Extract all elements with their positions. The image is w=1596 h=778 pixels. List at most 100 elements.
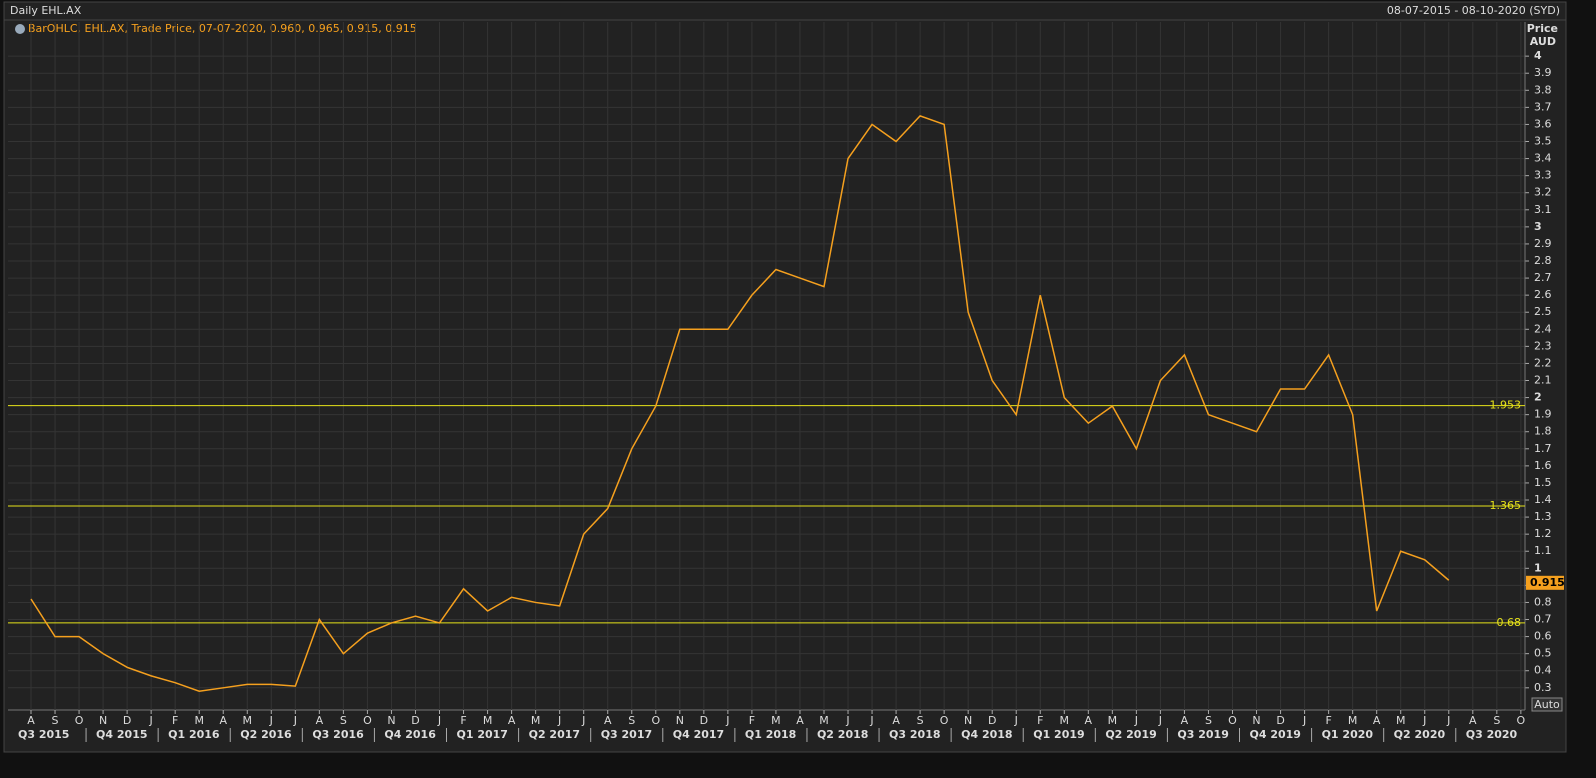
x-tick-label: J xyxy=(149,714,153,727)
x-tick-label: M xyxy=(1108,714,1118,727)
quarter-label: Q3 2019 xyxy=(1177,728,1228,741)
x-tick-label: N xyxy=(99,714,107,727)
x-tick-label: M xyxy=(243,714,253,727)
x-tick-label: S xyxy=(1205,714,1212,727)
x-tick-label: J xyxy=(269,714,273,727)
y-tick-label: 0.8 xyxy=(1534,595,1552,608)
quarter-label: Q1 2020 xyxy=(1322,728,1374,741)
x-tick-label: J xyxy=(1134,714,1138,727)
x-tick-label: M xyxy=(194,714,204,727)
y-tick-label: 1.9 xyxy=(1534,408,1552,421)
quarter-label: Q3 2015 xyxy=(18,728,69,741)
x-tick-label: O xyxy=(75,714,84,727)
y-tick-label: 3 xyxy=(1534,220,1542,233)
x-tick-label: F xyxy=(460,714,466,727)
y-tick-label: 3.8 xyxy=(1534,83,1552,96)
x-tick-label: A xyxy=(1469,714,1477,727)
x-tick-label: N xyxy=(1252,714,1260,727)
y-tick-label: 3.7 xyxy=(1534,100,1552,113)
x-tick-label: F xyxy=(1037,714,1043,727)
x-tick-label: A xyxy=(27,714,35,727)
x-tick-label: M xyxy=(483,714,493,727)
y-label: Price xyxy=(1527,22,1558,35)
x-tick-label: A xyxy=(316,714,324,727)
x-tick-label: S xyxy=(917,714,924,727)
x-tick-label: O xyxy=(363,714,372,727)
x-tick-label: M xyxy=(1396,714,1406,727)
x-tick-label: J xyxy=(1158,714,1162,727)
y-tick-label: 1.7 xyxy=(1534,442,1552,455)
x-tick-label: F xyxy=(749,714,755,727)
quarter-label: Q4 2018 xyxy=(961,728,1012,741)
y-tick-label: 1.6 xyxy=(1534,459,1552,472)
y-tick-label: 2.3 xyxy=(1534,339,1552,352)
auto-label[interactable]: Auto xyxy=(1534,698,1560,711)
quarter-label: Q1 2019 xyxy=(1033,728,1084,741)
x-tick-label: A xyxy=(508,714,516,727)
quarter-label: Q2 2018 xyxy=(817,728,868,741)
quarter-label: Q4 2019 xyxy=(1250,728,1301,741)
x-tick-label: J xyxy=(1446,714,1450,727)
y-tick-label: 1 xyxy=(1534,561,1542,574)
x-tick-label: O xyxy=(1517,714,1526,727)
x-tick-label: J xyxy=(437,714,441,727)
x-tick-label: J xyxy=(1302,714,1306,727)
x-tick-label: D xyxy=(700,714,708,727)
legend: BarOHLC, EHL.AX, Trade Price, 07-07-2020… xyxy=(28,22,417,35)
quarter-label: Q4 2017 xyxy=(673,728,724,741)
quarter-label: Q3 2017 xyxy=(601,728,652,741)
x-tick-label: S xyxy=(628,714,635,727)
y-tick-label: 1.1 xyxy=(1534,544,1552,557)
x-tick-label: J xyxy=(725,714,729,727)
level-label: 0.68 xyxy=(1497,616,1522,629)
y-tick-label: 3.6 xyxy=(1534,117,1552,130)
x-tick-label: A xyxy=(219,714,227,727)
y-tick-label: 3.5 xyxy=(1534,135,1552,148)
title: Daily EHL.AX xyxy=(10,4,82,17)
y-tick-label: 2.2 xyxy=(1534,356,1552,369)
level-label: 1.953 xyxy=(1490,399,1522,412)
x-tick-label: J xyxy=(1014,714,1018,727)
y-label: AUD xyxy=(1530,35,1556,48)
quarter-label: Q1 2016 xyxy=(168,728,220,741)
panel xyxy=(3,1,1567,753)
x-tick-label: D xyxy=(1276,714,1284,727)
y-tick-label: 2.6 xyxy=(1534,288,1552,301)
y-tick-label: 3.1 xyxy=(1534,203,1552,216)
x-tick-label: M xyxy=(771,714,781,727)
y-tick-label: 2.1 xyxy=(1534,374,1552,387)
x-tick-label: J xyxy=(845,714,849,727)
y-tick-label: 1.2 xyxy=(1534,527,1552,540)
y-tick-label: 1.4 xyxy=(1534,493,1552,506)
last-price-label: 0.915 xyxy=(1530,576,1565,589)
quarter-label: Q3 2018 xyxy=(889,728,940,741)
y-tick-label: 2.9 xyxy=(1534,237,1552,250)
quarter-label: Q3 2016 xyxy=(312,728,364,741)
y-tick-label: 4 xyxy=(1534,49,1542,62)
y-tick-label: 0.6 xyxy=(1534,630,1552,643)
y-tick-label: 0.3 xyxy=(1534,681,1552,694)
y-tick-label: 0.7 xyxy=(1534,613,1552,626)
x-tick-label: J xyxy=(869,714,873,727)
x-tick-label: A xyxy=(604,714,612,727)
y-tick-label: 0.5 xyxy=(1534,647,1552,660)
quarter-label: Q2 2016 xyxy=(240,728,292,741)
x-tick-label: A xyxy=(1373,714,1381,727)
x-tick-label: A xyxy=(1085,714,1093,727)
y-tick-label: 1.3 xyxy=(1534,510,1552,523)
y-tick-label: 3.2 xyxy=(1534,186,1552,199)
quarter-label: Q2 2020 xyxy=(1394,728,1446,741)
x-tick-label: M xyxy=(819,714,829,727)
y-tick-label: 1.5 xyxy=(1534,476,1552,489)
quarter-label: Q3 2020 xyxy=(1466,728,1518,741)
x-tick-label: O xyxy=(1228,714,1237,727)
auto-button[interactable] xyxy=(1531,697,1563,712)
quarter-label: Q1 2017 xyxy=(457,728,508,741)
quarter-label: Q2 2019 xyxy=(1105,728,1156,741)
x-tick-label: J xyxy=(581,714,585,727)
x-tick-label: S xyxy=(1493,714,1500,727)
quarter-label: Q1 2018 xyxy=(745,728,796,741)
x-tick-label: A xyxy=(1181,714,1189,727)
quarter-label: Q4 2016 xyxy=(384,728,436,741)
